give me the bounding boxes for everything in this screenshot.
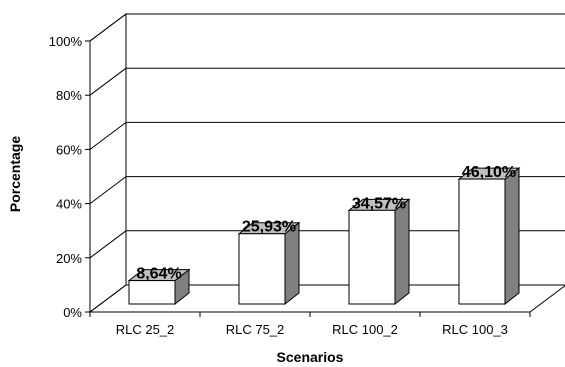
x-tick-label: RLC 100_3 <box>442 322 508 337</box>
gridline-side <box>89 230 127 259</box>
data-label: 8,64% <box>136 266 181 283</box>
bar-front <box>348 209 396 305</box>
y-axis-title: Porcentage <box>7 136 23 212</box>
y-tick-label: 60% <box>56 142 82 157</box>
y-tick-label: 20% <box>56 251 82 266</box>
gridline-side <box>89 67 127 96</box>
y-tick-label: 80% <box>56 88 82 103</box>
side-wall <box>89 13 127 313</box>
data-label: 34,57% <box>352 195 406 212</box>
bar-front <box>238 233 286 305</box>
bar-side <box>394 198 410 306</box>
data-labels: 8,64% 25,93% 34,57% 46,10% <box>136 164 516 283</box>
y-tick-label: 0% <box>63 305 82 320</box>
x-tick-label: RLC 75_2 <box>226 322 285 337</box>
axes <box>85 40 531 317</box>
bar-side <box>504 167 520 306</box>
bar <box>457 167 521 306</box>
data-label: 46,10% <box>462 164 516 181</box>
bar-front <box>128 280 176 305</box>
bar <box>347 198 411 306</box>
x-axis-title: Scenarios <box>277 349 344 365</box>
floor <box>88 284 565 313</box>
bars <box>127 167 521 306</box>
x-tick-label: RLC 100_2 <box>332 322 398 337</box>
gridline-side <box>89 13 127 42</box>
bar <box>127 268 191 306</box>
gridline-side <box>89 176 127 205</box>
y-tick-label: 40% <box>56 197 82 212</box>
tick-labels: 0% 20% 40% 60% 80% 100% RLC 25_2 RLC 75_2 RLC 10… <box>49 34 508 337</box>
bar <box>237 221 301 306</box>
data-label: 25,93% <box>242 219 296 236</box>
y-tick-label: 100% <box>49 34 83 49</box>
x-tick-label: RLC 25_2 <box>116 322 175 337</box>
bar-front <box>458 178 506 305</box>
gridline-side <box>89 122 127 150</box>
